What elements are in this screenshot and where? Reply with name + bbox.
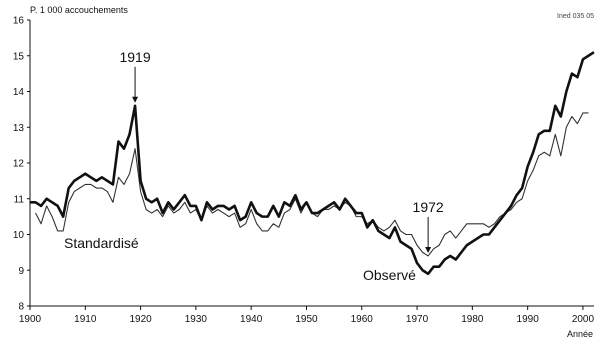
x-tick-label: 1950 <box>295 314 318 325</box>
x-tick-label: 2000 <box>572 314 595 325</box>
annotation-label: 1919 <box>119 49 150 65</box>
annotation-arrow-head <box>132 96 139 103</box>
y-tick-label: 13 <box>13 123 25 134</box>
x-tick-label: 1970 <box>406 314 429 325</box>
y-tick-label: 16 <box>13 16 25 27</box>
x-tick-label: 1910 <box>74 314 97 325</box>
x-tick-label: 1930 <box>185 314 208 325</box>
annotation-arrow-head <box>425 246 432 253</box>
y-tick-label: 14 <box>13 87 25 98</box>
annotation-layer: 1919 1972 <box>119 49 444 253</box>
series-label-standardise: Standardisé <box>64 235 139 251</box>
series-label-observe: Observé <box>363 267 416 283</box>
x-axis-title: Année <box>567 329 593 339</box>
axis-ticks: 8 9 10 11 12 13 14 15 16 1900 1910 1920 1930 1940 1950… <box>13 16 595 326</box>
series-layer <box>30 51 595 276</box>
y-tick-label: 11 <box>14 194 25 205</box>
y-axis-title: P. 1 000 accouchements <box>30 5 128 15</box>
annotation-label: 1972 <box>413 199 444 215</box>
x-tick-label: 1960 <box>351 314 374 325</box>
y-tick-label: 12 <box>13 159 25 170</box>
x-tick-label: 1940 <box>240 314 263 325</box>
y-tick-label: 10 <box>13 230 25 241</box>
x-tick-label: 1980 <box>461 314 484 325</box>
y-tick-label: 15 <box>13 51 25 62</box>
y-tick-label: 8 <box>18 302 24 313</box>
y-tick-label: 9 <box>18 266 24 277</box>
x-tick-label: 1990 <box>517 314 540 325</box>
x-tick-label: 1920 <box>129 314 152 325</box>
x-tick-label: 1900 <box>19 314 42 325</box>
reference-label: Ined 035 05 <box>557 13 594 20</box>
series-line-observe <box>30 51 595 276</box>
